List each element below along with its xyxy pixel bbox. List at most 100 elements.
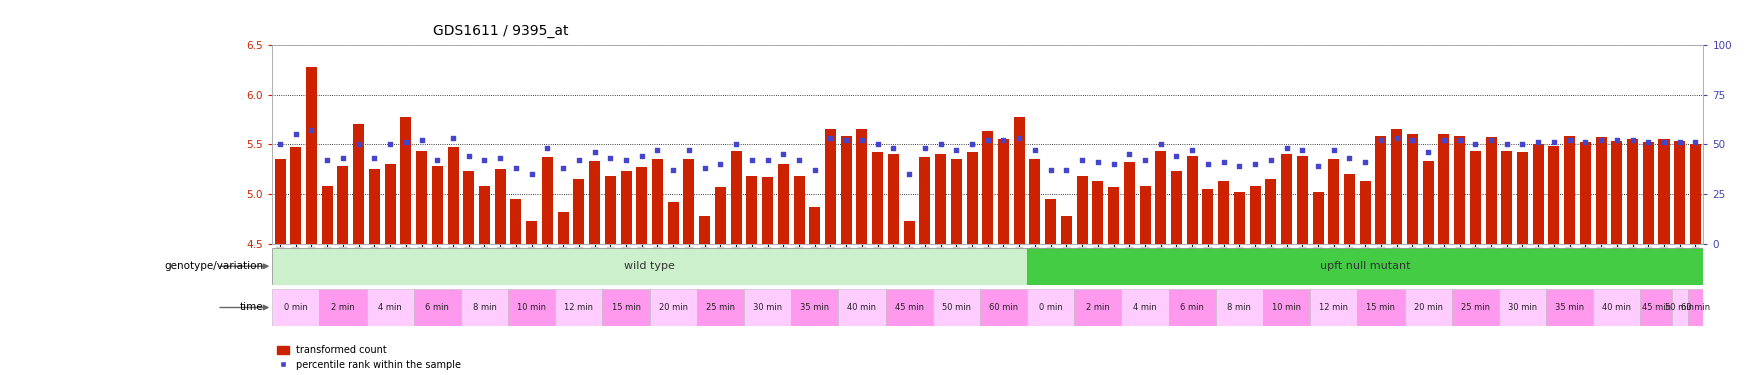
Point [1067,157,1095,163]
Bar [1343,174,1355,244]
Bar [809,207,820,244]
Bar [1422,161,1432,244]
Bar [1357,289,1404,326]
Point [1571,140,1599,146]
Bar [272,289,319,326]
Point [879,146,907,152]
Point [1130,157,1158,163]
Bar [981,132,993,244]
Text: 50 min: 50 min [1664,303,1694,312]
Point [1381,135,1409,141]
Bar [1265,179,1276,244]
Point [1508,141,1536,147]
Bar [400,117,411,244]
Point [1365,137,1393,143]
Point [1241,161,1269,167]
Bar [1673,141,1685,244]
Text: wild type: wild type [623,261,674,271]
Text: 2 min: 2 min [332,303,355,312]
Bar [1544,289,1592,326]
Text: 30 min: 30 min [753,303,781,312]
Bar [1262,289,1309,326]
Bar [274,159,286,244]
Point [423,157,451,163]
Bar [463,171,474,244]
Point [1320,147,1348,153]
Text: 10 min: 10 min [518,303,546,312]
Bar [1027,248,1702,285]
Point [927,141,955,147]
Bar [448,147,458,244]
Bar [367,289,414,326]
Text: 30 min: 30 min [1508,303,1536,312]
Point [565,157,593,163]
Bar [1218,181,1228,244]
Bar [1234,192,1244,244]
Bar [1311,192,1323,244]
Bar [1390,129,1400,244]
Bar [1469,152,1479,244]
Bar [1281,154,1292,244]
Point [911,146,939,152]
Text: 60 min: 60 min [1680,303,1709,312]
Text: 6 min: 6 min [425,303,449,312]
Point [1650,140,1678,146]
Bar [1123,162,1134,244]
Bar [1202,189,1213,244]
Bar [479,186,490,244]
Bar [683,159,693,244]
Bar [620,171,632,244]
Point [407,137,435,143]
Point [863,141,892,147]
Bar [825,129,835,244]
Bar [369,169,379,244]
Bar [714,187,725,244]
Text: 35 min: 35 min [800,303,828,312]
Bar [574,179,584,244]
Bar [321,186,332,244]
Bar [353,124,363,244]
Bar [1044,199,1055,244]
Point [642,147,670,153]
Bar [1171,171,1181,244]
Point [816,135,844,141]
Point [581,149,609,155]
Text: 8 min: 8 min [1227,303,1251,312]
Point [690,165,718,171]
Text: 45 min: 45 min [893,303,923,312]
Point [1413,149,1441,155]
Bar [1453,136,1464,244]
Text: 4 min: 4 min [1132,303,1157,312]
Bar [1214,289,1262,326]
Bar [730,152,741,244]
Bar [1627,140,1637,244]
Bar [384,164,395,244]
Bar [1671,289,1687,326]
Point [706,161,734,167]
Point [1602,137,1630,143]
Bar [997,140,1009,244]
Point [265,141,293,147]
Bar [1548,146,1558,244]
Point [832,137,860,143]
Bar [792,289,837,326]
Point [769,151,797,157]
Point [486,155,514,161]
Point [1681,140,1709,146]
Bar [1374,136,1386,244]
Point [360,155,388,161]
Bar [965,152,978,244]
Bar [1437,135,1448,244]
Text: 0 min: 0 min [284,303,307,312]
Point [1429,137,1457,143]
Text: 4 min: 4 min [377,303,402,312]
Text: 15 min: 15 min [1365,303,1395,312]
Point [1397,137,1425,143]
Text: 15 min: 15 min [611,303,641,312]
Bar [555,289,602,326]
Point [1162,153,1190,159]
Point [942,147,971,153]
Point [612,157,641,163]
Bar [337,166,347,244]
Bar [651,159,663,244]
